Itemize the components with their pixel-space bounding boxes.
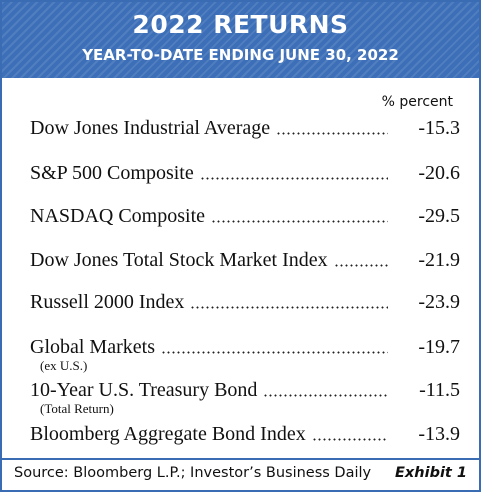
row-name: Dow Jones Industrial Average [30, 117, 271, 139]
row-name: Russell 2000 Index [30, 291, 185, 313]
column-header: % percent [381, 94, 453, 110]
row-note: (ex U.S.) [40, 358, 88, 373]
table-row: NASDAQ Composite -29.5 [30, 205, 460, 228]
row-name: Dow Jones Total Stock Market Index [30, 249, 328, 271]
dot-leader [333, 264, 388, 267]
row-value: -15.3 [418, 117, 460, 139]
dot-leader [311, 438, 388, 441]
row-value: -21.9 [418, 249, 460, 271]
table-row: Global Markets -19.7 [30, 336, 460, 359]
exhibit: Exhibit 1 [395, 465, 467, 481]
row-name: S&P 500 Composite [30, 162, 194, 184]
table-row: Bloomberg Aggregate Bond Index -13.9 [30, 423, 460, 446]
row-value: -23.9 [418, 291, 460, 313]
row-name: NASDAQ Composite [30, 205, 206, 227]
row-value: -19.7 [418, 336, 460, 358]
row-value: -29.5 [418, 205, 460, 227]
table-row: S&P 500 Composite -20.6 [30, 162, 460, 185]
row-value: -20.6 [418, 162, 460, 184]
row-name: Global Markets [30, 336, 155, 358]
row-value: -11.5 [419, 379, 460, 401]
dot-leader [276, 132, 388, 135]
source: Source: Bloomberg L.P.; Investor’s Busin… [14, 465, 372, 481]
title: 2022 RETURNS [132, 10, 349, 39]
footer-rule [2, 458, 479, 460]
dot-leader [160, 351, 388, 354]
table-row: Russell 2000 Index -23.9 [30, 291, 460, 314]
header-banner: 2022 RETURNS YEAR-TO-DATE ENDING JUNE 30… [2, 2, 479, 78]
subtitle: YEAR-TO-DATE ENDING JUNE 30, 2022 [82, 46, 399, 64]
row-note: (Total Return) [40, 401, 114, 416]
dot-leader [263, 394, 388, 397]
table-row: Dow Jones Industrial Average -15.3 [30, 117, 460, 140]
dot-leader [211, 220, 388, 223]
dot-leader [190, 306, 388, 309]
dot-leader [199, 177, 388, 180]
row-name: 10-Year U.S. Treasury Bond [30, 379, 258, 401]
row-name: Bloomberg Aggregate Bond Index [30, 423, 306, 445]
row-value: -13.9 [418, 423, 460, 445]
table-row: 10-Year U.S. Treasury Bond -11.5 [30, 379, 460, 402]
table-row: Dow Jones Total Stock Market Index -21.9 [30, 249, 460, 272]
